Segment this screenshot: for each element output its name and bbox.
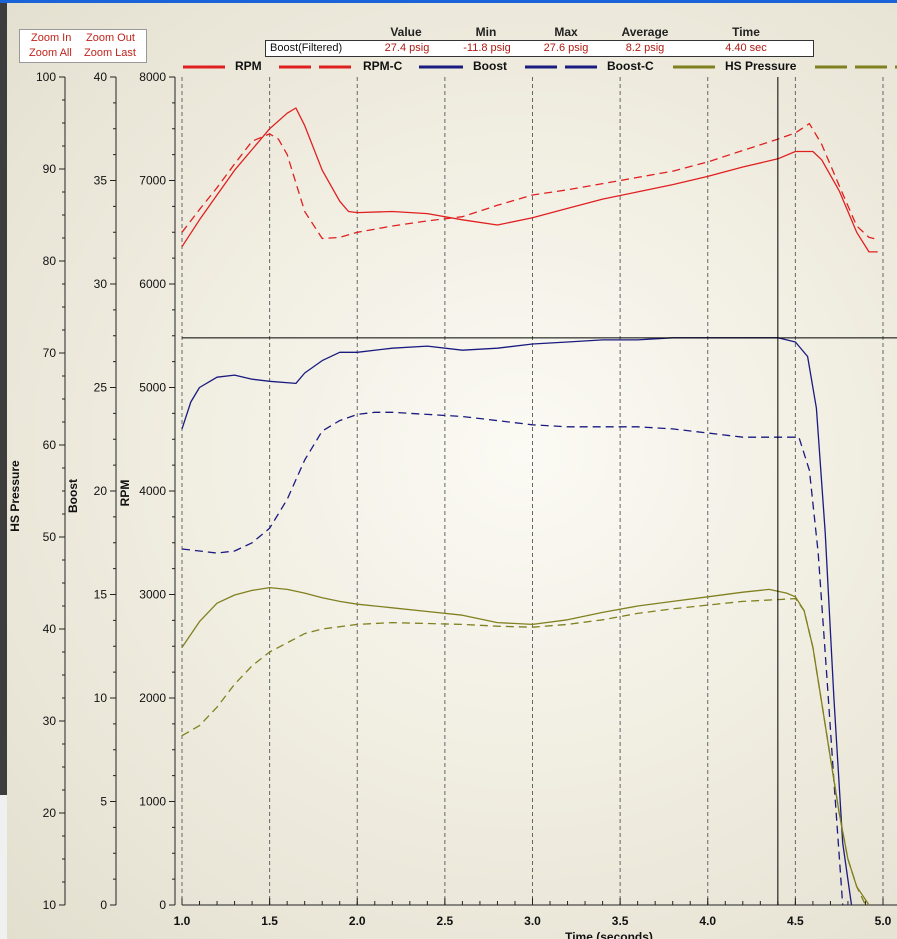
legend-label: RPM-C	[363, 59, 403, 73]
x-axis-label: Time (seconds)	[565, 930, 653, 939]
axis-tick-label: 1000	[139, 795, 166, 809]
x-tick-label: 3.5	[612, 914, 629, 928]
axis-tick-label: 30	[94, 277, 108, 291]
axis-tick-label: 60	[43, 438, 57, 452]
axis-tick-label: 10	[43, 898, 57, 912]
axis-tick-label: 40	[94, 70, 108, 84]
axis-tick-label: 5	[100, 795, 107, 809]
zoom-in-button[interactable]: Zoom In	[31, 32, 72, 44]
axis-tick-label: 4000	[139, 484, 166, 498]
axis-tick-label: 10	[94, 691, 108, 705]
readout-header-value: Value	[390, 25, 422, 39]
x-tick-label: 5.0	[875, 914, 892, 928]
left-frame-strip	[0, 3, 7, 939]
cursor-readout-row: Boost(Filtered) 27.4 psig -11.8 psig 27.…	[265, 40, 814, 57]
axis-tick-label: 40	[43, 622, 57, 636]
series-hs-pressure-c	[181, 597, 867, 906]
legend-label: Boost	[473, 59, 507, 73]
axis-tick-label: 20	[43, 806, 57, 820]
legend: RPM RPM-C Boost Boost-C HS Pressure	[183, 59, 897, 73]
series-lines	[181, 107, 878, 906]
readout-channel-name: Boost(Filtered)	[270, 42, 343, 54]
readout-header-time: Time	[732, 25, 760, 39]
axis-label: RPM	[118, 480, 132, 507]
legend-label: RPM	[235, 59, 262, 73]
axis-label: HS Pressure	[8, 460, 22, 532]
grid-lines	[181, 77, 884, 905]
series-rpm	[181, 107, 878, 253]
axis-tick-label: 25	[94, 381, 108, 395]
axis-tick-label: 50	[43, 530, 57, 544]
axis-tick-label: 100	[36, 70, 56, 84]
axis-tick-label: 0	[159, 898, 166, 912]
axis-tick-label: 15	[94, 588, 108, 602]
left-frame-strip-light	[0, 795, 7, 939]
axis-tick-label: 30	[43, 714, 57, 728]
window-title-strip	[0, 0, 897, 3]
series-boost	[181, 337, 853, 906]
readout-value: 27.4 psig	[384, 42, 430, 54]
axis-tick-label: 3000	[139, 588, 166, 602]
axis-label: Boost	[66, 479, 80, 513]
zoom-all-button[interactable]: Zoom All	[29, 47, 72, 59]
series-boost-c	[181, 411, 844, 906]
x-tick-label: 1.5	[261, 914, 278, 928]
chart-panel: Zoom In Zoom Out Zoom All Zoom Last Valu…	[7, 3, 897, 939]
legend-label: HS Pressure	[725, 59, 797, 73]
x-tick-label: 4.5	[787, 914, 804, 928]
series-hs-pressure	[181, 586, 870, 906]
x-axis: 1.0 1.5 2.0 2.5 3.0 3.5 4.0 4.5 5.0 Time (seconds…	[174, 898, 897, 939]
readout-header-average: Average	[621, 25, 669, 39]
readout-header-max: Max	[554, 25, 578, 39]
series-rpm-c	[181, 122, 878, 241]
legend-label: Boost-C	[607, 59, 654, 73]
readout-min: -11.8 psig	[463, 42, 511, 54]
readout-time: 4.40 sec	[725, 42, 767, 54]
axis-tick-label: 35	[94, 174, 108, 188]
readout-max: 27.6 psig	[543, 42, 589, 54]
zoom-last-button[interactable]: Zoom Last	[84, 47, 136, 59]
readout-header-min: Min	[475, 25, 497, 39]
readout-average: 8.2 psig	[625, 42, 665, 54]
axis-tick-label: 7000	[139, 174, 166, 188]
cursor[interactable]	[182, 77, 897, 905]
axis-tick-label: 2000	[139, 691, 166, 705]
axis-tick-label: 90	[43, 162, 57, 176]
axis-tick-label: 0	[100, 898, 107, 912]
axis-tick-label: 80	[43, 254, 57, 268]
zoom-controls: Zoom In Zoom Out Zoom All Zoom Last	[19, 29, 147, 63]
x-tick-label: 3.0	[524, 914, 541, 928]
x-tick-label: 2.5	[437, 914, 454, 928]
x-tick-label: 4.0	[699, 914, 716, 928]
zoom-out-button[interactable]: Zoom Out	[86, 32, 135, 44]
axis-tick-label: 70	[43, 346, 57, 360]
x-tick-label: 2.0	[349, 914, 366, 928]
axis-tick-label: 20	[94, 484, 108, 498]
axis-tick-label: 5000	[139, 381, 166, 395]
axis-tick-label: 6000	[139, 277, 166, 291]
x-tick-label: 1.0	[174, 914, 191, 928]
axis-tick-label: 8000	[139, 70, 166, 84]
